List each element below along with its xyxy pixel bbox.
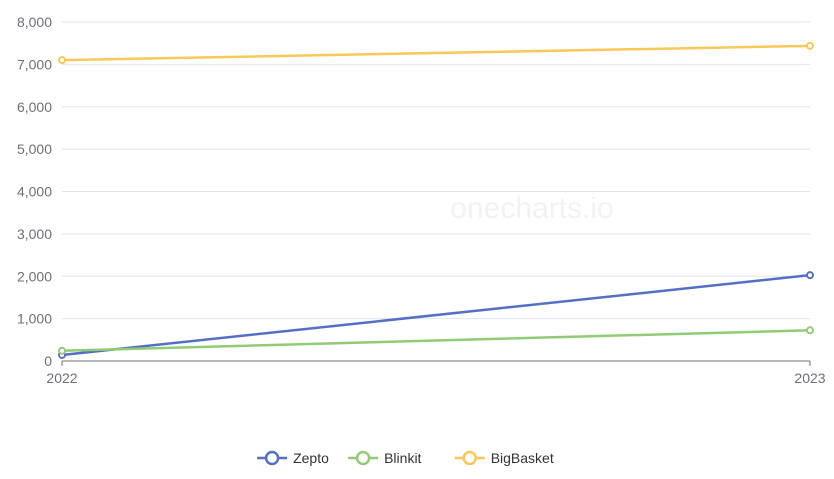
- data-point[interactable]: [806, 326, 814, 335]
- legend-item-zepto[interactable]: Zepto: [257, 450, 329, 466]
- legend-label: BigBasket: [491, 450, 554, 466]
- legend-label: Blinkit: [384, 450, 421, 466]
- data-point[interactable]: [58, 346, 66, 355]
- series-bigbasket: [58, 41, 814, 65]
- series-lines: [58, 41, 814, 359]
- y-tick-label: 6,000: [17, 99, 52, 115]
- series-zepto: [58, 271, 814, 359]
- data-point[interactable]: [806, 41, 814, 50]
- y-tick-label: 5,000: [17, 141, 52, 157]
- x-tick-label: 2022: [46, 370, 77, 386]
- y-tick-label: 3,000: [17, 226, 52, 242]
- watermark: onecharts.io: [450, 192, 613, 225]
- axes: 0 1,000 2,000 3,000 4,000 5,000 6,000 7,000 8,00…: [17, 14, 826, 386]
- grid-lines: [62, 21, 810, 320]
- y-tick-label: 4,000: [17, 184, 52, 200]
- series-line: [61, 273, 811, 357]
- legend-label: Zepto: [293, 450, 329, 466]
- x-tick-label: 2023: [794, 370, 825, 386]
- series-line: [61, 329, 811, 353]
- legend-marker: [355, 450, 371, 466]
- series-line: [61, 44, 811, 62]
- legend: Zepto Blinkit BigBasket: [257, 450, 554, 466]
- legend-item-bigbasket[interactable]: BigBasket: [454, 450, 554, 466]
- y-tick-label: 7,000: [17, 56, 52, 72]
- data-point[interactable]: [806, 271, 814, 280]
- y-tick-label: 0: [44, 353, 52, 369]
- legend-item-blinkit[interactable]: Blinkit: [348, 450, 422, 466]
- y-tick-label: 1,000: [17, 311, 52, 327]
- series-blinkit: [58, 326, 814, 355]
- data-point[interactable]: [58, 56, 66, 65]
- legend-marker: [264, 450, 280, 466]
- legend-marker: [462, 450, 477, 466]
- y-tick-label: 8,000: [17, 14, 52, 30]
- y-tick-label: 2,000: [17, 268, 52, 284]
